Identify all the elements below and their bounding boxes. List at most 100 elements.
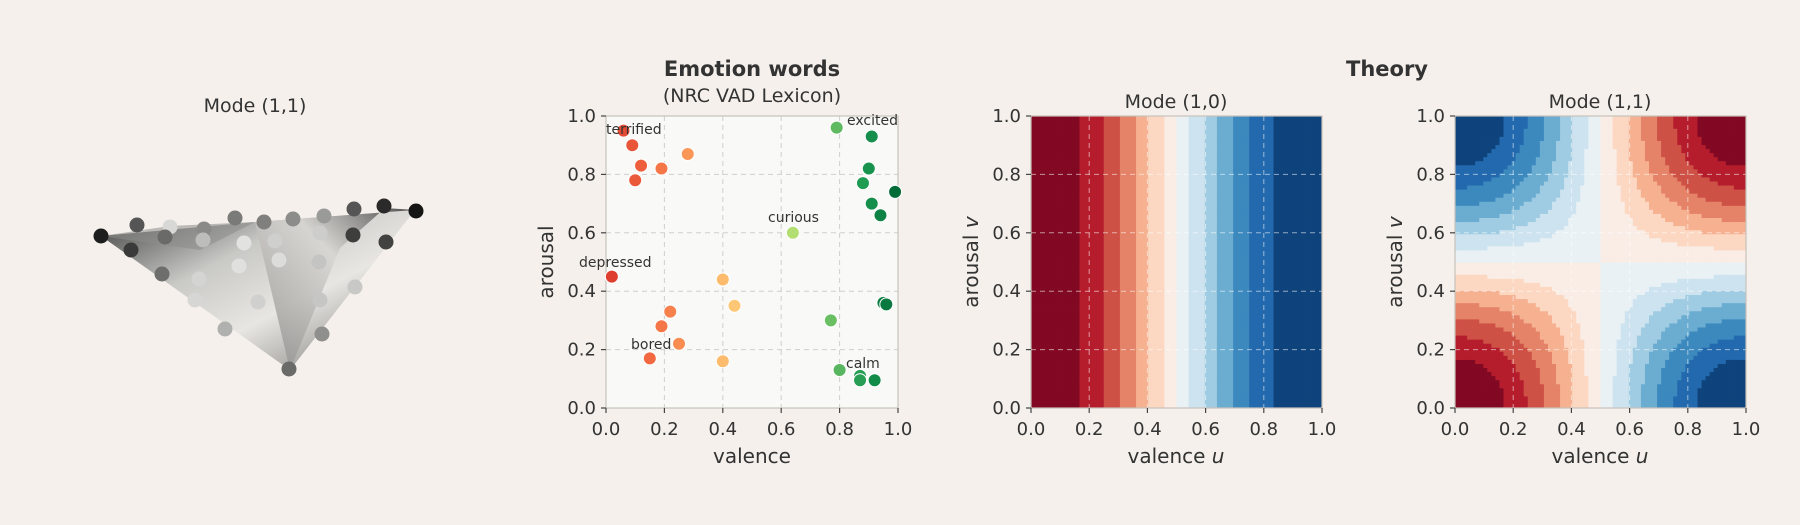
mode-1-0-cell xyxy=(1233,322,1238,328)
mode-1-0-cell xyxy=(1281,156,1287,162)
mode-1-0-cell xyxy=(1196,241,1202,247)
mode-1-0-cell xyxy=(1297,197,1303,202)
mode-1-0-cell xyxy=(1188,201,1194,206)
mode-1-0-cell xyxy=(1160,253,1165,259)
mode-1-0-cell xyxy=(1164,298,1170,304)
mode-1-0-cell xyxy=(1160,128,1165,133)
mode-1-0-cell xyxy=(1253,395,1258,401)
mode-1-0-cell xyxy=(1099,205,1105,210)
mode-1-0-cell xyxy=(1285,266,1291,271)
mode-1-0-cell xyxy=(1043,180,1048,186)
mode-1-0-cell xyxy=(1099,278,1105,283)
mode-1-0-cell xyxy=(1204,318,1210,324)
mode-1-0-cell xyxy=(1144,294,1149,300)
mode-1-0-cell xyxy=(1111,237,1117,243)
mode-1-0-cell xyxy=(1035,306,1040,312)
mode-1-0-cell xyxy=(1277,286,1283,291)
mode-1-0-cell xyxy=(1265,176,1271,182)
mode-1-0-cell xyxy=(1059,217,1064,223)
mode-1-0-cell xyxy=(1051,375,1056,381)
mode-1-0-cell xyxy=(1208,274,1214,279)
mode-1-0-cell xyxy=(1128,249,1133,255)
mode-1-0-cell xyxy=(1051,193,1056,198)
mode-1-0-cell xyxy=(1204,359,1210,364)
mode-1-0-cell xyxy=(1136,310,1141,316)
mode-1-0-cell xyxy=(1277,140,1283,145)
mode-1-0-cell xyxy=(1055,347,1060,352)
mode-1-0-cell xyxy=(1119,213,1125,218)
mode-1-0-cell xyxy=(1164,213,1170,218)
surface-marker xyxy=(376,198,392,214)
mode-1-0-cell xyxy=(1075,201,1081,206)
mode-1-0-cell xyxy=(1148,266,1153,271)
mode-1-0-cell xyxy=(1111,152,1117,158)
mode-1-0-cell xyxy=(1087,310,1093,316)
mode-1-0-cell xyxy=(1293,314,1299,320)
mode-1-0-cell xyxy=(1200,302,1206,308)
mode-1-0-cell xyxy=(1285,351,1291,356)
mode-1-0-cell xyxy=(1245,140,1250,145)
mode-1-0-cell xyxy=(1192,168,1198,174)
mode-1-0-cell xyxy=(1055,124,1060,129)
mode-1-0-cell xyxy=(1095,156,1101,162)
mode-1-0-cell xyxy=(1245,172,1250,178)
mode-1-0-cell xyxy=(1043,201,1048,206)
mode-1-0-cell xyxy=(1168,330,1174,336)
mode-1-0-cell xyxy=(1285,395,1291,401)
mode-1-0-cell xyxy=(1055,278,1060,283)
mode-1-0-cell xyxy=(1277,205,1283,210)
mode-1-0-cell xyxy=(1164,249,1170,255)
mode-1-0-cell xyxy=(1192,335,1198,340)
mode-1-0-cell xyxy=(1067,290,1073,296)
mode-1-0-cell xyxy=(1152,221,1157,227)
mode-1-0-cell xyxy=(1083,391,1089,397)
mode-1-0-cell xyxy=(1172,197,1178,202)
mode-1-0-cell xyxy=(1156,274,1161,279)
mode-1-0-cell xyxy=(1204,330,1210,336)
mode-1-0-cell xyxy=(1172,168,1178,174)
mode-1-0-cell xyxy=(1253,148,1258,154)
mode-1-0-cell xyxy=(1245,144,1250,150)
mode-1-0-cell xyxy=(1075,136,1081,141)
mode-1-0-cell xyxy=(1176,144,1182,150)
mode-1-0-cell xyxy=(1095,132,1101,137)
mode-1-0-cell xyxy=(1132,172,1137,178)
mode-1-0-cell xyxy=(1091,278,1097,283)
mode-1-0-cell xyxy=(1095,140,1101,145)
mode-1-0-cell xyxy=(1043,391,1048,397)
mode-1-0-cell xyxy=(1144,136,1149,141)
mode-1-0-cell xyxy=(1067,270,1073,275)
mode-1-0-cell xyxy=(1128,391,1133,397)
mode-1-0-cell xyxy=(1043,205,1048,210)
mode-1-0-cell xyxy=(1253,237,1258,243)
mode-1-0-cell xyxy=(1204,262,1210,267)
mode-1-0-cell xyxy=(1128,282,1133,287)
mode-1-0-cell xyxy=(1099,184,1105,190)
mode-1-0-cell xyxy=(1067,160,1073,166)
mode-1-0-cell xyxy=(1265,116,1271,121)
mode-1-0-cell xyxy=(1297,237,1303,243)
mode-1-0-cell xyxy=(1229,213,1234,218)
mode-1-0-cell xyxy=(1241,136,1246,141)
scatter-panel: Emotion words (NRC VAD Lexicon) terrifie… xyxy=(534,57,912,468)
mode-1-0-cell xyxy=(1204,205,1210,210)
mode-1-0-cell xyxy=(1111,180,1117,186)
mode-1-0-cell xyxy=(1152,383,1157,389)
mode-1-0-cell xyxy=(1257,326,1262,332)
mode-1-0-cell xyxy=(1249,379,1254,385)
mode-1-0-cell xyxy=(1257,189,1262,194)
mode-1-0-cell xyxy=(1301,237,1307,243)
mode-1-0-cell xyxy=(1277,241,1283,247)
mode-1-0-cell xyxy=(1047,128,1052,133)
mode-1-0-cell xyxy=(1225,330,1230,336)
mode-1-0-heatmap xyxy=(1031,116,1322,408)
mode-1-0-cell xyxy=(1220,253,1226,259)
mode-1-0-cell xyxy=(1285,359,1291,364)
mode-1-0-cell xyxy=(1103,136,1109,141)
mode-1-0-cell xyxy=(1055,253,1060,259)
mode-1-0-cell xyxy=(1204,221,1210,227)
mode-1-0-cell xyxy=(1152,262,1157,267)
mode-1-0-cell xyxy=(1083,132,1089,137)
mode-1-0-cell xyxy=(1095,290,1101,296)
mode-1-0-cell xyxy=(1156,193,1161,198)
